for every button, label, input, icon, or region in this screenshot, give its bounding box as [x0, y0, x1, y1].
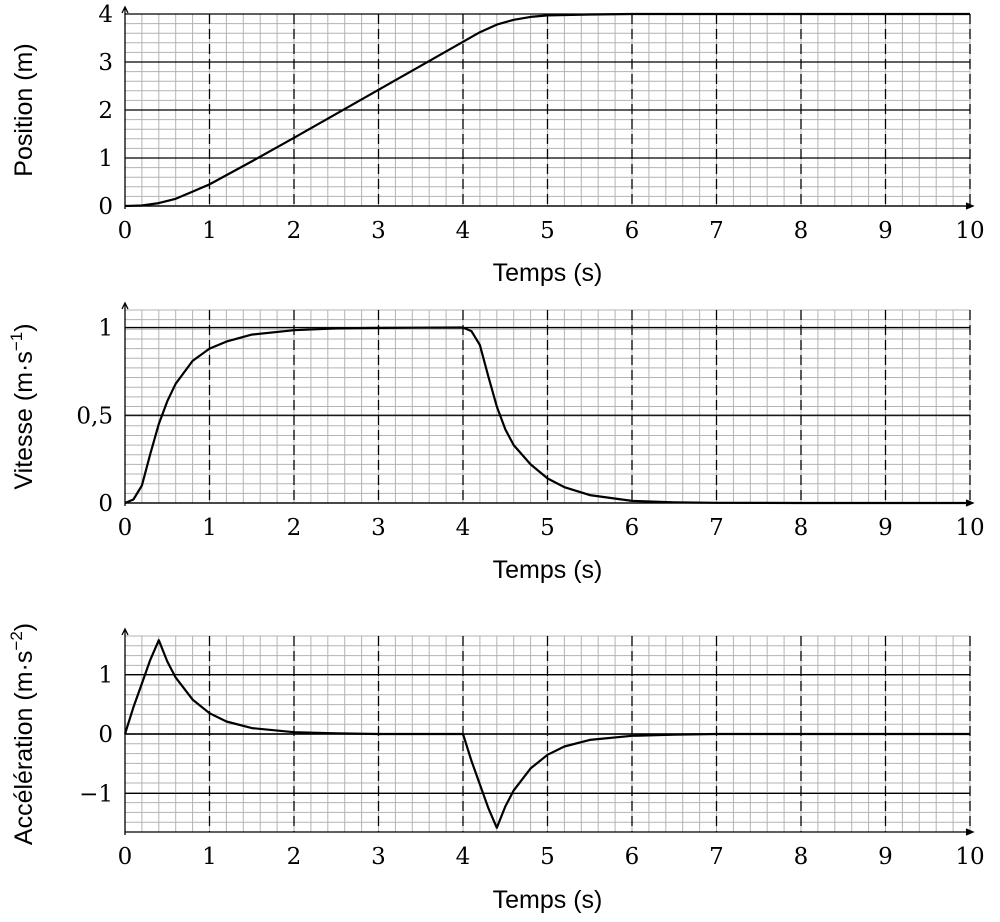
y-tick-label: 0 — [98, 491, 113, 517]
x-tick-label: 7 — [709, 515, 724, 541]
x-axis-label: Temps (s) — [493, 259, 603, 287]
y-tick-label: 0,5 — [76, 403, 113, 429]
x-tick-label: 6 — [625, 844, 640, 870]
x-tick-label: 3 — [371, 218, 386, 244]
x-tick-label: 1 — [202, 515, 217, 541]
major-grid — [125, 310, 971, 504]
x-tick-label: 4 — [456, 844, 471, 870]
y-tick-label: 4 — [98, 2, 113, 28]
x-tick-label: 1 — [202, 844, 217, 870]
y-axis-label-text: Vitesse (m·s — [10, 351, 38, 489]
x-tick-label: 5 — [540, 515, 555, 541]
series-line-1 — [124, 326, 970, 505]
x-tick-label: 3 — [371, 515, 386, 541]
chart-panel-3: 0 1 2 3 4 5 6 7 8 9 10 −1 0 1 Temps (s) Accélération (m… — [7, 623, 985, 914]
x-tick-label: 3 — [371, 844, 386, 870]
x-tick-label: 6 — [625, 218, 640, 244]
y-axis-label-text: Accélération (m·s — [10, 651, 38, 846]
x-tick-label: 6 — [625, 515, 640, 541]
y-tick-label: 1 — [98, 316, 113, 342]
y-axis-label-close: ) — [10, 623, 38, 631]
y-tick-label: 0 — [98, 194, 113, 220]
series-line-1 — [123, 639, 970, 829]
y-axis-label: Accélération (m·s−2) — [7, 623, 38, 845]
chart-panel-2: 0 1 2 3 4 5 6 7 8 9 10 0 0,5 1 Temps (s) Vitesse (m·s−1… — [7, 301, 985, 584]
x-tick-label: 2 — [287, 515, 302, 541]
x-tick-label: 9 — [878, 218, 893, 244]
x-tick-label: 7 — [709, 844, 724, 870]
x-tick-label: 9 — [878, 515, 893, 541]
y-tick-label: 1 — [98, 663, 113, 689]
axes — [121, 5, 975, 210]
x-tick-label: 0 — [118, 218, 133, 244]
x-tick-label: 2 — [287, 844, 302, 870]
x-tick-label: 8 — [794, 844, 809, 870]
x-tick-label: 0 — [118, 844, 133, 870]
x-tick-label: 4 — [456, 218, 471, 244]
y-tick-label: 1 — [98, 146, 113, 172]
y-tick-label: 3 — [98, 50, 113, 76]
y-axis-label: Vitesse (m·s−1) — [7, 323, 38, 489]
x-tick-label: 10 — [955, 218, 984, 244]
x-tick-label: 5 — [540, 218, 555, 244]
y-tick-label: −1 — [79, 781, 113, 807]
x-tick-label: 10 — [955, 844, 984, 870]
series-line-1 — [124, 12, 970, 208]
y-axis-label-exponent: −2 — [7, 631, 26, 650]
x-tick-label: 8 — [794, 515, 809, 541]
y-tick-label: 0 — [98, 722, 113, 748]
y-axis-label-exponent: −1 — [7, 332, 26, 351]
x-tick-label: 4 — [456, 515, 471, 541]
chart-panel-1: 0 1 2 3 4 5 6 7 8 9 10 0 1 2 3 4 Temps (s) Position (m) — [10, 2, 985, 287]
x-tick-label: 1 — [202, 218, 217, 244]
x-tick-label: 0 — [118, 515, 133, 541]
y-axis-label: Position (m) — [10, 43, 38, 176]
y-tick-label: 2 — [98, 98, 113, 124]
x-tick-label: 5 — [540, 844, 555, 870]
x-tick-label: 9 — [878, 844, 893, 870]
x-tick-label: 10 — [955, 515, 984, 541]
y-axis-label-text: Position (m) — [10, 43, 38, 176]
x-axis-label: Temps (s) — [493, 886, 603, 914]
x-tick-label: 8 — [794, 218, 809, 244]
x-axis-label: Temps (s) — [493, 556, 603, 584]
x-tick-label: 7 — [709, 218, 724, 244]
y-axis-label-close: ) — [10, 323, 38, 331]
x-tick-label: 2 — [287, 218, 302, 244]
